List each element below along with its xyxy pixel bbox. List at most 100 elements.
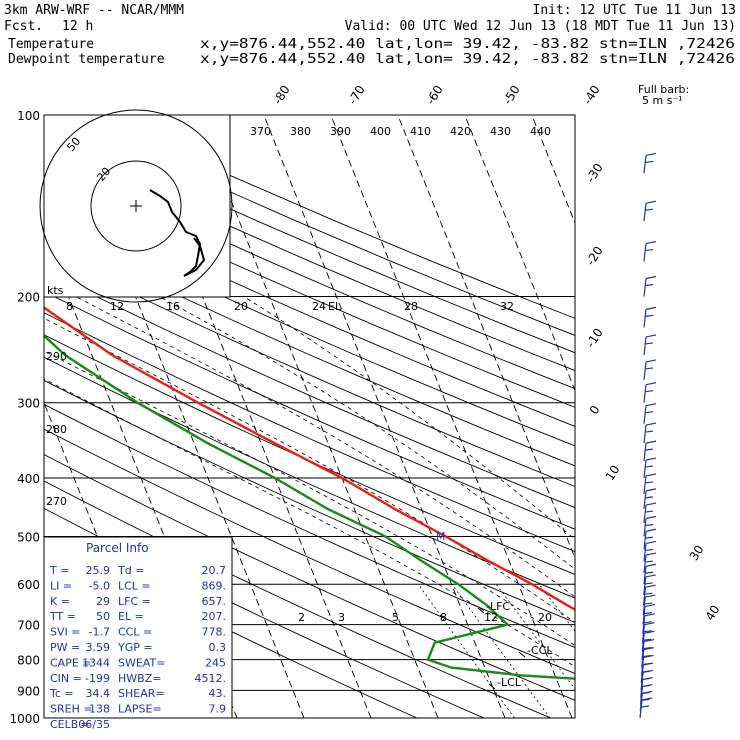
wind-barb-flag [645, 334, 657, 338]
wind-barb-flag [645, 367, 654, 370]
parcel-key: CIN = [50, 672, 82, 685]
hodograph-speed-label: 28 [404, 300, 418, 313]
temperature-station-info: x,y=876.44,552.40 lat,lon= 39.42, -83.82… [200, 37, 735, 52]
dry-adiabat [44, 291, 575, 530]
wind-barb [643, 155, 647, 174]
parcel-value: 29 [96, 595, 110, 608]
isotherm-label: -30 [583, 161, 605, 185]
mixing-ratio-line [538, 583, 575, 632]
wind-barb [643, 309, 647, 328]
wind-barb-flag [645, 275, 657, 280]
wind-barb [640, 657, 645, 676]
theta-label: 410 [410, 125, 431, 138]
pressure-tick-label: 300 [17, 397, 40, 411]
theta-label: 380 [290, 125, 311, 138]
wind-barb-flag [645, 440, 657, 444]
isotherm-line [666, 115, 740, 718]
wind-barb-flag [644, 582, 653, 585]
parcel-value: 43. [209, 687, 227, 700]
parcel-key: LFC = [118, 595, 151, 608]
mixing-ratio-label: 20 [538, 611, 552, 624]
wind-barb-flag [645, 200, 657, 204]
wind-barb-flag [645, 314, 654, 317]
wind-barb [643, 443, 647, 462]
isotherm-line [397, 115, 575, 560]
wind-barb-flag [641, 691, 650, 695]
wind-barb [641, 624, 646, 643]
init-time: Init: 12 UTC Tue 11 Jun 13 [533, 3, 737, 18]
plot-frame [43, 114, 576, 719]
wind-barb [643, 243, 647, 262]
parcel-key: SHEAR= [118, 687, 165, 700]
parcel-value: -199 [85, 672, 110, 685]
wind-barb [642, 606, 646, 625]
wind-barb [643, 518, 647, 537]
dry-adiabat [44, 250, 575, 487]
wind-barb [643, 531, 647, 550]
model-title: 3km ARW-WRF -- NCAR/MMM [4, 3, 184, 18]
isotherm-label: -40 [580, 83, 602, 107]
m-marker: M [436, 530, 446, 543]
parcel-value: 3.59 [86, 641, 111, 654]
parcel-key: LAPSE= [118, 703, 162, 716]
wind-barb-flag [645, 430, 654, 433]
wind-barb [643, 459, 647, 479]
wind-barb-column [639, 152, 657, 719]
parcel-key: TT = [49, 610, 76, 623]
parcel-value: 207. [202, 610, 227, 623]
mixing-ratio-label: 3 [338, 611, 345, 624]
dewpoint-legend: Dewpoint temperature [8, 52, 165, 67]
dry-adiabat [44, 379, 575, 623]
wind-barb-flag [645, 584, 656, 588]
parcel-value: 4512. [195, 672, 227, 685]
wind-barb-flag [645, 502, 657, 506]
wind-barb-flag [645, 160, 654, 164]
wind-barb-flag [644, 602, 653, 605]
parcel-value: 657. [202, 595, 227, 608]
hodograph-speed-label: 8 [66, 300, 73, 313]
mixing-ratio-line [417, 583, 515, 718]
wind-barb-flag [645, 448, 654, 451]
wind-barb-flag [645, 390, 654, 393]
pressure-tick-label: 200 [17, 291, 40, 305]
wind-barb-flag [645, 496, 654, 499]
isotherm-line [330, 115, 573, 718]
wind-barb-flag [645, 152, 657, 157]
isotherm-label: 0 [587, 403, 603, 417]
parcel-key: Tc = [49, 687, 74, 700]
wind-barb-flag [643, 630, 652, 633]
parcel-info-title: Parcel Info [86, 541, 149, 555]
isotherm-label: -10 [583, 326, 605, 350]
isotherm-label: -80 [270, 83, 292, 107]
dry-adiabat [44, 356, 575, 599]
parcel-info-box [43, 536, 233, 719]
wind-barb-flag [645, 465, 654, 468]
wind-barb-flag [645, 515, 657, 520]
isotherm-label: -60 [423, 83, 445, 107]
mixing-ratio-label: 8 [440, 611, 447, 624]
wind-barb-flag [642, 677, 651, 681]
wind-barb [643, 475, 647, 494]
level-annotation-lfc: -LFC [486, 600, 510, 613]
theta-label: 440 [530, 125, 551, 138]
parcel-key: Td = [117, 564, 144, 577]
parcel-key: CELL = [50, 718, 90, 731]
pressure-tick-label: 400 [17, 472, 40, 486]
parcel-key: YGP = [117, 641, 153, 654]
theta-left-label: 270 [46, 495, 67, 508]
full-barb-unit: 5 m s⁻¹ [642, 94, 683, 107]
valid-time: Valid: 00 UTC Wed 12 Jun 13 (18 MDT Tue … [345, 19, 736, 34]
wind-barb-flag [643, 646, 652, 650]
dewpoint-station-info: x,y=876.44,552.40 lat,lon= 39.42, -83.82… [200, 52, 735, 67]
theta-label: 420 [450, 125, 471, 138]
wind-barb-flag [645, 571, 654, 574]
wind-barb [643, 425, 647, 444]
dry-adiabat [44, 334, 575, 575]
parcel-value: 1344 [82, 656, 110, 669]
theta-label: 370 [250, 125, 271, 138]
temperature-legend: Temperature [8, 37, 94, 52]
mixing-ratio-line [578, 584, 684, 718]
wind-barb-flag [644, 613, 655, 617]
isotherm-label: -50 [500, 83, 522, 107]
wind-barb-flag [643, 647, 654, 651]
